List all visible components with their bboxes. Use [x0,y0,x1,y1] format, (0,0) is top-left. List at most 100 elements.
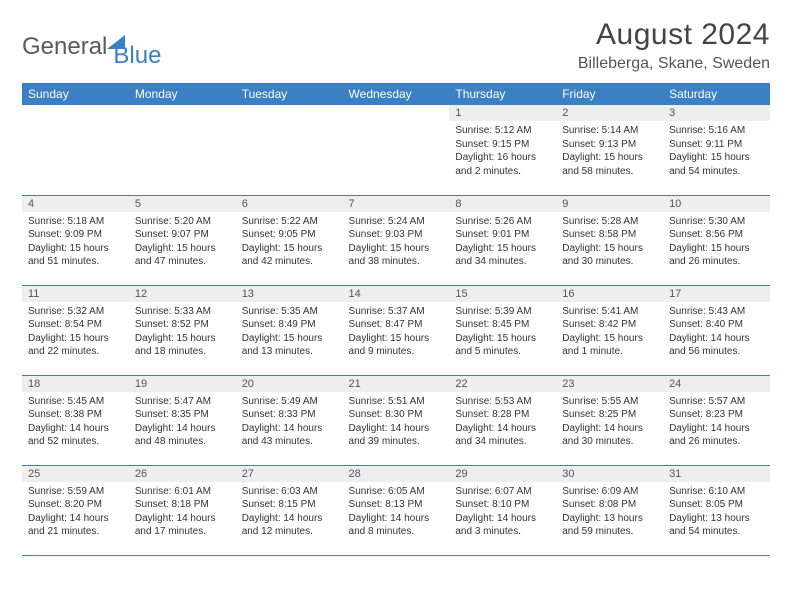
daylight-text: Daylight: 15 hours and 38 minutes. [349,242,444,269]
daylight-text: Daylight: 14 hours and 17 minutes. [135,512,230,539]
day-body: Sunrise: 5:59 AMSunset: 8:20 PMDaylight:… [22,482,129,543]
daylight-text: Daylight: 15 hours and 9 minutes. [349,332,444,359]
calendar-week-row: 11Sunrise: 5:32 AMSunset: 8:54 PMDayligh… [22,285,770,375]
day-number: 5 [129,196,236,212]
daylight-text: Daylight: 14 hours and 3 minutes. [455,512,550,539]
sunset-text: Sunset: 8:40 PM [669,318,764,332]
daylight-text: Daylight: 15 hours and 34 minutes. [455,242,550,269]
calendar-day-cell: 19Sunrise: 5:47 AMSunset: 8:35 PMDayligh… [129,375,236,465]
weekday-header: Friday [556,83,663,105]
calendar-day-cell: 24Sunrise: 5:57 AMSunset: 8:23 PMDayligh… [663,375,770,465]
daylight-text: Daylight: 14 hours and 26 minutes. [669,422,764,449]
sunrise-text: Sunrise: 5:49 AM [242,395,337,409]
sunrise-text: Sunrise: 5:57 AM [669,395,764,409]
daylight-text: Daylight: 14 hours and 48 minutes. [135,422,230,449]
sunrise-text: Sunrise: 5:18 AM [28,215,123,229]
day-body: Sunrise: 5:37 AMSunset: 8:47 PMDaylight:… [343,302,450,363]
calendar-day-cell: 3Sunrise: 5:16 AMSunset: 9:11 PMDaylight… [663,105,770,195]
sunrise-text: Sunrise: 5:16 AM [669,124,764,138]
day-number: 18 [22,376,129,392]
header: General Blue August 2024 Billeberga, Ska… [22,18,770,73]
sunset-text: Sunset: 9:03 PM [349,228,444,242]
sunset-text: Sunset: 8:25 PM [562,408,657,422]
calendar-day-cell: 10Sunrise: 5:30 AMSunset: 8:56 PMDayligh… [663,195,770,285]
day-number: 17 [663,286,770,302]
sunset-text: Sunset: 9:15 PM [455,138,550,152]
day-number: 21 [343,376,450,392]
sunset-text: Sunset: 8:08 PM [562,498,657,512]
weekday-header: Tuesday [236,83,343,105]
calendar-week-row: 18Sunrise: 5:45 AMSunset: 8:38 PMDayligh… [22,375,770,465]
day-number: 25 [22,466,129,482]
day-body: Sunrise: 6:05 AMSunset: 8:13 PMDaylight:… [343,482,450,543]
day-number: 7 [343,196,450,212]
calendar-day-cell: 7Sunrise: 5:24 AMSunset: 9:03 PMDaylight… [343,195,450,285]
daylight-text: Daylight: 15 hours and 18 minutes. [135,332,230,359]
sunrise-text: Sunrise: 6:10 AM [669,485,764,499]
daylight-text: Daylight: 14 hours and 34 minutes. [455,422,550,449]
day-number: 14 [343,286,450,302]
day-number: 8 [449,196,556,212]
sunset-text: Sunset: 9:09 PM [28,228,123,242]
title-block: August 2024 Billeberga, Skane, Sweden [578,18,770,73]
calendar-week-row: ....1Sunrise: 5:12 AMSunset: 9:15 PMDayl… [22,105,770,195]
daylight-text: Daylight: 14 hours and 56 minutes. [669,332,764,359]
daylight-text: Daylight: 14 hours and 12 minutes. [242,512,337,539]
weekday-header: Wednesday [343,83,450,105]
calendar-day-cell: 14Sunrise: 5:37 AMSunset: 8:47 PMDayligh… [343,285,450,375]
sunset-text: Sunset: 9:05 PM [242,228,337,242]
calendar-day-cell: 28Sunrise: 6:05 AMSunset: 8:13 PMDayligh… [343,465,450,555]
day-body: Sunrise: 5:24 AMSunset: 9:03 PMDaylight:… [343,212,450,273]
day-number: 29 [449,466,556,482]
calendar-day-cell: 8Sunrise: 5:26 AMSunset: 9:01 PMDaylight… [449,195,556,285]
sunrise-text: Sunrise: 6:01 AM [135,485,230,499]
daylight-text: Daylight: 15 hours and 47 minutes. [135,242,230,269]
day-body: Sunrise: 5:39 AMSunset: 8:45 PMDaylight:… [449,302,556,363]
calendar-day-cell: 12Sunrise: 5:33 AMSunset: 8:52 PMDayligh… [129,285,236,375]
day-body: Sunrise: 5:43 AMSunset: 8:40 PMDaylight:… [663,302,770,363]
sunset-text: Sunset: 9:01 PM [455,228,550,242]
day-body: Sunrise: 5:49 AMSunset: 8:33 PMDaylight:… [236,392,343,453]
calendar-day-cell: 11Sunrise: 5:32 AMSunset: 8:54 PMDayligh… [22,285,129,375]
calendar-day-cell: 26 Sunrise: 6:01 AMSunset: 8:18 PMDayligh… [129,465,236,555]
weekday-header: Sunday [22,83,129,105]
sunrise-text: Sunrise: 5:24 AM [349,215,444,229]
month-title: August 2024 [578,18,770,52]
sunset-text: Sunset: 8:45 PM [455,318,550,332]
calendar-day-cell: 18Sunrise: 5:45 AMSunset: 8:38 PMDayligh… [22,375,129,465]
sunrise-text: Sunrise: 5:14 AM [562,124,657,138]
calendar-day-cell: 21Sunrise: 5:51 AMSunset: 8:30 PMDayligh… [343,375,450,465]
calendar-day-cell: 9Sunrise: 5:28 AMSunset: 8:58 PMDaylight… [556,195,663,285]
sunrise-text: Sunrise: 5:37 AM [349,305,444,319]
day-body: Sunrise: 5:16 AMSunset: 9:11 PMDaylight:… [663,121,770,182]
sunset-text: Sunset: 8:23 PM [669,408,764,422]
daylight-text: Daylight: 15 hours and 51 minutes. [28,242,123,269]
calendar-day-cell: 4Sunrise: 5:18 AMSunset: 9:09 PMDaylight… [22,195,129,285]
calendar-day-cell: 13Sunrise: 5:35 AMSunset: 8:49 PMDayligh… [236,285,343,375]
logo-text-blue: Blue [113,42,161,70]
sunrise-text: Sunrise: 5:45 AM [28,395,123,409]
calendar-table: SundayMondayTuesdayWednesdayThursdayFrid… [22,83,770,556]
sunset-text: Sunset: 8:10 PM [455,498,550,512]
calendar-day-cell: 6Sunrise: 5:22 AMSunset: 9:05 PMDaylight… [236,195,343,285]
day-body: Sunrise: 5:35 AMSunset: 8:49 PMDaylight:… [236,302,343,363]
daylight-text: Daylight: 15 hours and 22 minutes. [28,332,123,359]
day-number: 26 [129,466,236,482]
day-body: Sunrise: 5:12 AMSunset: 9:15 PMDaylight:… [449,121,556,182]
day-body: Sunrise: 5:51 AMSunset: 8:30 PMDaylight:… [343,392,450,453]
sunrise-text: Sunrise: 5:33 AM [135,305,230,319]
day-body: Sunrise: 5:33 AMSunset: 8:52 PMDaylight:… [129,302,236,363]
sunset-text: Sunset: 8:56 PM [669,228,764,242]
day-number: 6 [236,196,343,212]
sunrise-text: Sunrise: 5:51 AM [349,395,444,409]
day-number: 9 [556,196,663,212]
calendar-day-cell: 29Sunrise: 6:07 AMSunset: 8:10 PMDayligh… [449,465,556,555]
day-number: 11 [22,286,129,302]
sunset-text: Sunset: 8:54 PM [28,318,123,332]
sunset-text: Sunset: 8:18 PM [135,498,230,512]
weekday-header: Monday [129,83,236,105]
day-body: Sunrise: 5:28 AMSunset: 8:58 PMDaylight:… [556,212,663,273]
day-body: Sunrise: 5:41 AMSunset: 8:42 PMDaylight:… [556,302,663,363]
sunrise-text: Sunrise: 5:53 AM [455,395,550,409]
daylight-text: Daylight: 15 hours and 54 minutes. [669,151,764,178]
